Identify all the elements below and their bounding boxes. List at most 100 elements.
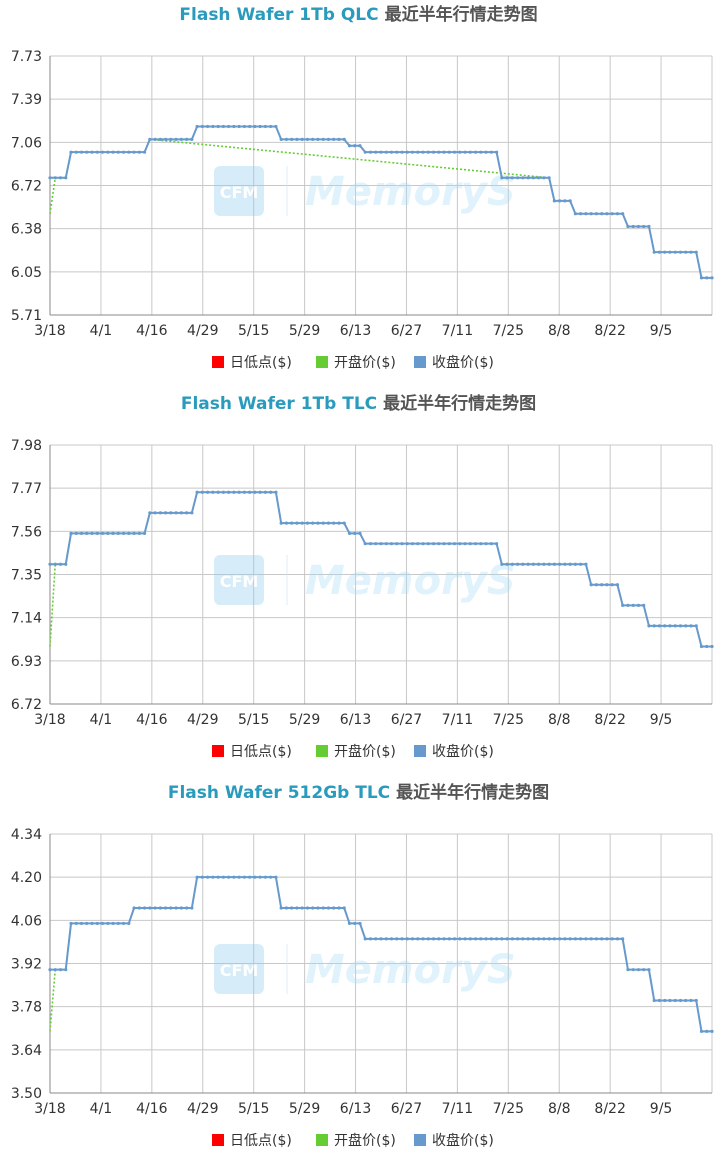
close-price-point[interactable] (137, 531, 141, 535)
close-price-point[interactable] (211, 124, 215, 129)
close-price-point[interactable] (663, 998, 667, 1003)
close-price-point[interactable] (53, 968, 57, 972)
close-price-point[interactable] (563, 199, 567, 203)
legend-swatch-open[interactable] (316, 745, 328, 757)
close-price-point[interactable] (342, 521, 346, 525)
close-price-point[interactable] (537, 937, 541, 941)
close-price-point[interactable] (542, 176, 546, 180)
close-price-point[interactable] (79, 150, 84, 154)
close-price-point[interactable] (573, 937, 577, 941)
close-price-point[interactable] (684, 624, 688, 628)
close-price-point[interactable] (326, 521, 331, 525)
close-price-point[interactable] (684, 250, 688, 254)
close-price-point[interactable] (395, 150, 399, 154)
close-price-point[interactable] (563, 937, 567, 941)
close-price-point[interactable] (274, 124, 278, 129)
close-price-point[interactable] (242, 124, 246, 129)
close-price-point[interactable] (516, 937, 520, 941)
close-price-point[interactable] (121, 921, 126, 926)
close-price-point[interactable] (106, 921, 110, 926)
close-price-point[interactable] (642, 968, 646, 972)
close-price-point[interactable] (316, 906, 320, 910)
close-price-point[interactable] (274, 875, 278, 879)
close-price-point[interactable] (452, 937, 457, 941)
legend-label-close[interactable]: 收盘价($) (432, 1132, 494, 1149)
close-price-point[interactable] (200, 490, 204, 494)
close-price-point[interactable] (505, 937, 509, 941)
close-price-point[interactable] (85, 150, 89, 154)
close-price-point[interactable] (153, 137, 157, 141)
close-price-point[interactable] (452, 542, 457, 546)
close-price-point[interactable] (710, 276, 714, 280)
close-price-point[interactable] (626, 224, 630, 229)
close-price-point[interactable] (195, 124, 199, 129)
close-price-point[interactable] (58, 562, 63, 566)
close-price-point[interactable] (389, 542, 394, 546)
close-price-point[interactable] (626, 968, 630, 972)
close-price-point[interactable] (248, 124, 252, 129)
close-price-point[interactable] (384, 150, 388, 154)
close-price-point[interactable] (342, 137, 346, 141)
close-price-point[interactable] (594, 212, 599, 216)
close-price-point[interactable] (694, 624, 698, 628)
close-price-point[interactable] (615, 583, 620, 587)
legend-label-low[interactable]: 日低点($) (230, 1133, 292, 1149)
close-price-point[interactable] (600, 212, 604, 216)
close-price-point[interactable] (531, 176, 535, 180)
close-price-point[interactable] (410, 937, 415, 941)
close-price-point[interactable] (558, 937, 562, 941)
close-price-point[interactable] (473, 150, 478, 154)
close-price-point[interactable] (521, 937, 525, 941)
close-price-point[interactable] (79, 531, 84, 535)
close-price-point[interactable] (374, 937, 378, 941)
legend-label-close[interactable]: 收盘价($) (432, 354, 494, 371)
close-price-point[interactable] (589, 937, 593, 941)
close-price-point[interactable] (111, 531, 115, 535)
close-price-point[interactable] (547, 176, 551, 180)
close-price-point[interactable] (242, 875, 246, 879)
close-price-point[interactable] (405, 937, 409, 941)
close-price-point[interactable] (699, 1029, 704, 1033)
close-price-point[interactable] (463, 150, 467, 154)
close-price-point[interactable] (615, 937, 620, 941)
close-price-point[interactable] (631, 603, 635, 607)
close-price-point[interactable] (58, 968, 63, 972)
close-price-point[interactable] (442, 542, 446, 546)
close-price-point[interactable] (258, 124, 262, 129)
legend-swatch-close[interactable] (414, 356, 426, 368)
close-price-point[interactable] (342, 906, 346, 910)
close-price-point[interactable] (400, 150, 404, 154)
close-price-point[interactable] (673, 998, 677, 1003)
close-price-point[interactable] (699, 276, 704, 280)
close-price-point[interactable] (531, 937, 535, 941)
close-price-point[interactable] (526, 176, 530, 180)
close-price-point[interactable] (290, 137, 294, 141)
close-price-point[interactable] (605, 583, 609, 587)
close-price-point[interactable] (489, 542, 493, 546)
close-price-point[interactable] (211, 875, 215, 879)
close-price-point[interactable] (652, 624, 656, 628)
close-price-point[interactable] (169, 137, 173, 141)
close-price-point[interactable] (542, 937, 546, 941)
close-price-point[interactable] (447, 937, 451, 941)
legend-label-low[interactable]: 日低点($) (230, 744, 292, 760)
close-price-point[interactable] (505, 176, 509, 180)
close-price-point[interactable] (547, 937, 551, 941)
close-price-point[interactable] (326, 906, 331, 910)
close-price-point[interactable] (489, 937, 493, 941)
close-price-point[interactable] (657, 250, 662, 254)
close-price-point[interactable] (95, 921, 99, 926)
close-price-point[interactable] (305, 137, 310, 141)
close-price-point[interactable] (705, 644, 709, 649)
close-price-point[interactable] (100, 531, 105, 535)
close-price-point[interactable] (479, 150, 483, 154)
close-price-point[interactable] (137, 906, 141, 910)
close-price-point[interactable] (305, 521, 310, 525)
close-price-point[interactable] (694, 250, 698, 254)
close-price-point[interactable] (258, 875, 262, 879)
close-price-point[interactable] (90, 531, 94, 535)
legend-swatch-low[interactable] (212, 1134, 224, 1146)
close-price-point[interactable] (400, 937, 404, 941)
legend-label-open[interactable]: 开盘价($) (334, 354, 396, 371)
close-price-point[interactable] (452, 150, 457, 154)
